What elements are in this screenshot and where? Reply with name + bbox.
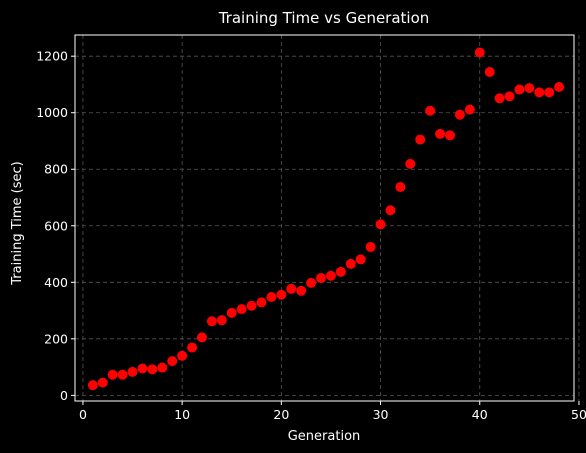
data-point	[177, 350, 188, 361]
data-point	[206, 316, 217, 327]
data-point	[196, 332, 207, 343]
data-point	[514, 84, 525, 95]
x-tick-label: 50	[571, 407, 586, 422]
y-axis-label: Training Time (sec)	[10, 161, 25, 285]
plot-frame	[74, 34, 575, 402]
data-point	[286, 283, 297, 294]
data-point	[484, 67, 495, 78]
y-tick-label: 800	[44, 162, 68, 177]
x-tick-label: 40	[472, 407, 488, 422]
data-point	[444, 130, 455, 141]
data-point	[534, 87, 545, 98]
data-point	[415, 134, 426, 145]
y-tick-label: 200	[44, 331, 68, 346]
data-point	[236, 304, 247, 315]
data-point	[246, 300, 257, 311]
data-point	[97, 377, 108, 388]
data-point	[454, 109, 465, 120]
data-point	[306, 277, 317, 288]
data-point	[504, 91, 515, 102]
data-point	[187, 342, 198, 353]
data-point	[87, 380, 98, 391]
y-tick-label: 600	[44, 218, 68, 233]
data-point	[385, 205, 396, 216]
chart-title: Training Time vs Generation	[218, 9, 430, 27]
x-tick-label: 20	[273, 407, 289, 422]
data-point	[127, 366, 138, 377]
data-point	[266, 291, 277, 302]
data-point	[117, 369, 128, 380]
data-point	[335, 266, 346, 277]
data-point	[365, 241, 376, 252]
data-point	[435, 128, 446, 139]
x-axis-ticks: 0 10 20 30 40 50	[79, 401, 586, 422]
data-point	[276, 289, 287, 300]
data-point	[216, 315, 227, 326]
data-point	[147, 364, 158, 375]
data-point	[544, 87, 555, 98]
y-axis-ticks: 0 200 400 600 800 1000 1200	[36, 49, 75, 403]
data-point	[167, 356, 178, 367]
y-tick-label: 1200	[36, 49, 68, 64]
data-point	[345, 258, 356, 269]
data-point	[226, 307, 237, 318]
y-tick-label: 400	[44, 275, 68, 290]
y-tick-label: 0	[60, 388, 68, 403]
x-tick-label: 0	[79, 407, 87, 422]
data-point	[256, 297, 267, 308]
x-axis-label: Generation	[288, 429, 361, 444]
data-point	[296, 285, 307, 296]
data-point	[464, 104, 475, 115]
data-point	[395, 182, 406, 193]
data-points	[87, 47, 565, 391]
data-point	[157, 362, 168, 373]
data-point	[325, 270, 336, 281]
data-point	[107, 369, 118, 380]
data-point	[494, 93, 505, 104]
data-point	[554, 82, 565, 93]
y-tick-label: 1000	[36, 105, 68, 120]
grid-lines	[75, 35, 580, 401]
x-tick-label: 10	[174, 407, 190, 422]
data-point	[524, 83, 535, 94]
data-point	[316, 273, 327, 284]
data-point	[474, 47, 485, 58]
data-point	[425, 105, 436, 116]
data-point	[137, 363, 148, 374]
data-point	[405, 158, 416, 169]
data-point	[355, 254, 366, 265]
data-point	[375, 219, 386, 230]
x-tick-label: 30	[373, 407, 389, 422]
